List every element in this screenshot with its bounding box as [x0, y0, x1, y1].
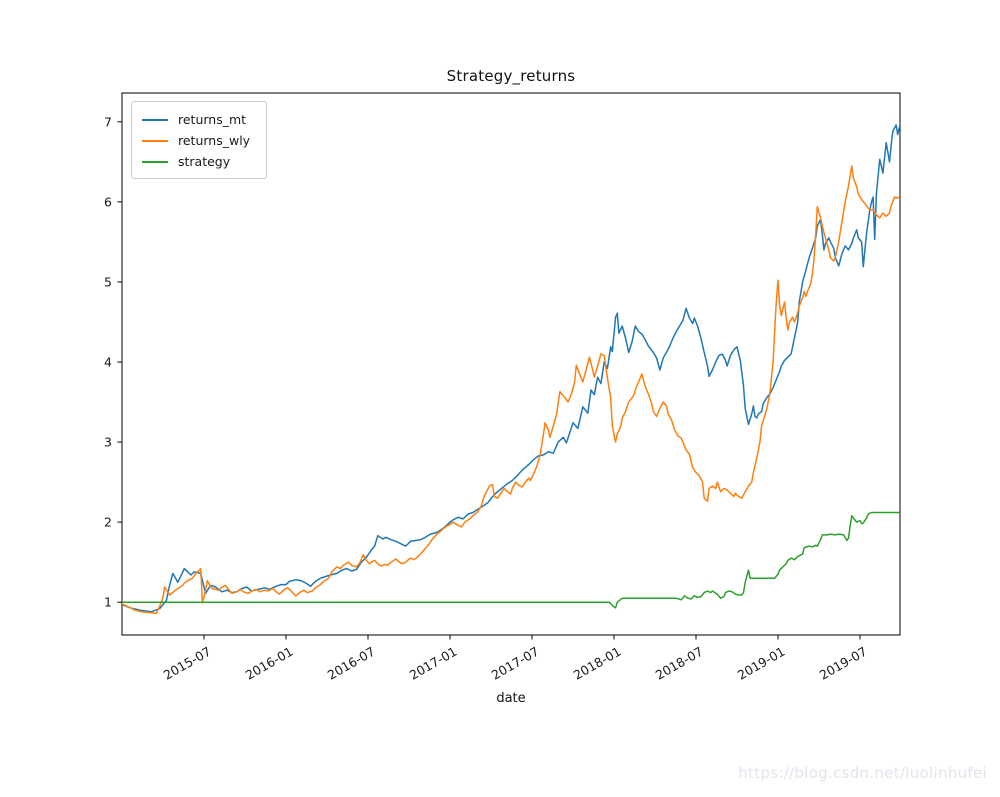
legend-label: returns_mt — [178, 112, 247, 127]
legend-item-returns_wly: returns_wly — [142, 130, 260, 151]
series-line-returns_mt — [122, 124, 900, 613]
x-tick-label: 2019-07 — [817, 644, 870, 683]
y-tick-label: 2 — [104, 515, 112, 530]
x-tick-label: 2017-07 — [489, 644, 542, 683]
x-axis-label: date — [496, 691, 526, 706]
series-line-strategy — [122, 511, 900, 609]
chart-title: Strategy_returns — [446, 67, 576, 85]
legend-item-strategy: strategy — [142, 151, 260, 172]
x-tick-label: 2017-01 — [407, 644, 460, 683]
legend-line-swatch — [142, 139, 168, 142]
legend-line-swatch — [142, 160, 168, 163]
legend-line-swatch — [142, 118, 168, 121]
x-tick-label: 2015-07 — [161, 644, 214, 683]
series-line-returns_wly — [122, 165, 900, 615]
legend: returns_mt returns_wly strategy — [131, 101, 267, 179]
x-tick-label: 2016-07 — [325, 644, 378, 683]
x-tick-label: 2019-01 — [735, 644, 788, 683]
x-tick-label: 2018-07 — [653, 644, 706, 683]
y-tick-label: 7 — [104, 114, 112, 129]
x-tick-label: 2016-01 — [243, 644, 296, 683]
legend-label: returns_wly — [178, 133, 251, 148]
watermark-link: https://blog.csdn.net/luolinhufei — [738, 764, 987, 782]
legend-item-returns_mt: returns_mt — [142, 109, 260, 130]
y-tick-label: 4 — [104, 354, 112, 369]
y-tick-label: 5 — [104, 274, 112, 289]
y-tick-label: 6 — [104, 194, 112, 209]
y-tick-label: 1 — [104, 595, 112, 610]
legend-label: strategy — [178, 154, 231, 169]
y-tick-label: 3 — [104, 435, 112, 450]
x-tick-label: 2018-01 — [571, 644, 624, 683]
plot-frame — [121, 92, 901, 636]
